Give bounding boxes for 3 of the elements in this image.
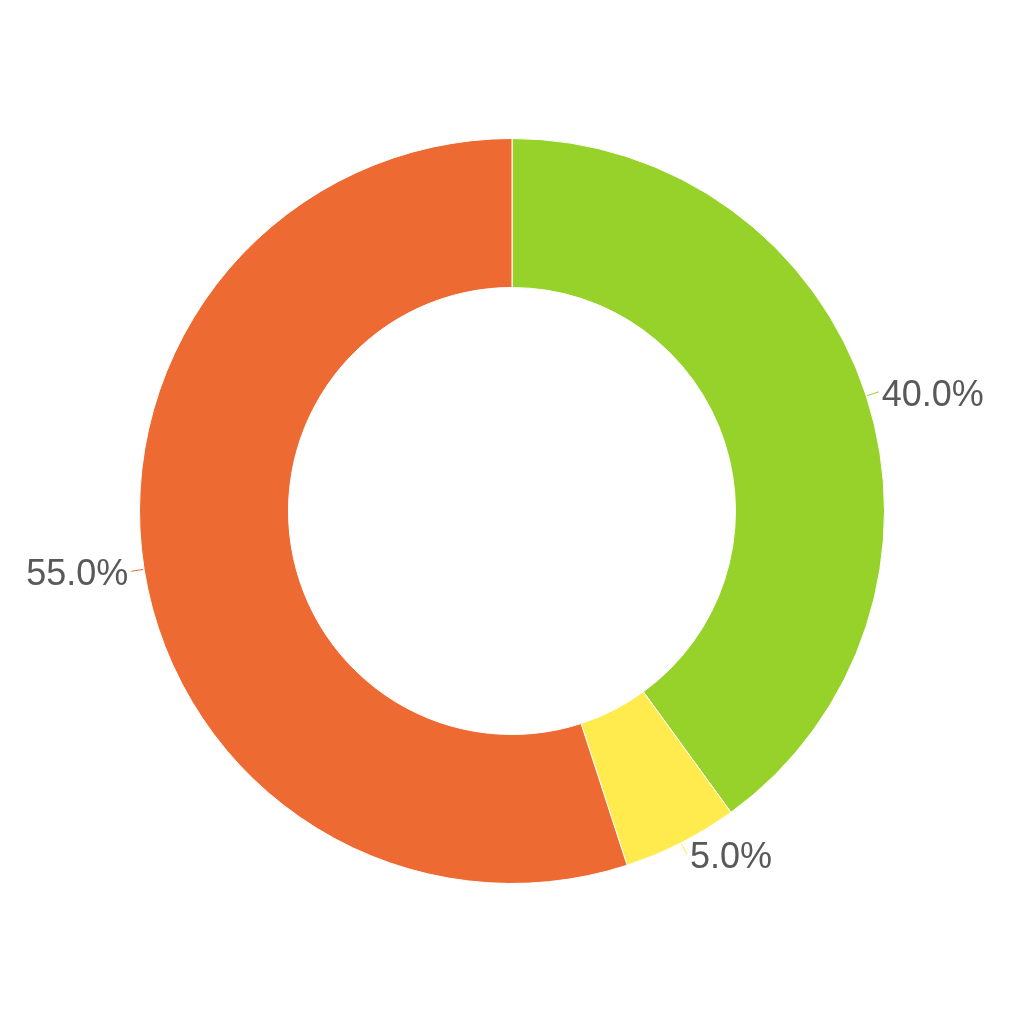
data-label: 40.0% bbox=[881, 372, 984, 414]
data-label: 5.0% bbox=[690, 835, 773, 877]
data-label: 55.0% bbox=[26, 552, 129, 594]
